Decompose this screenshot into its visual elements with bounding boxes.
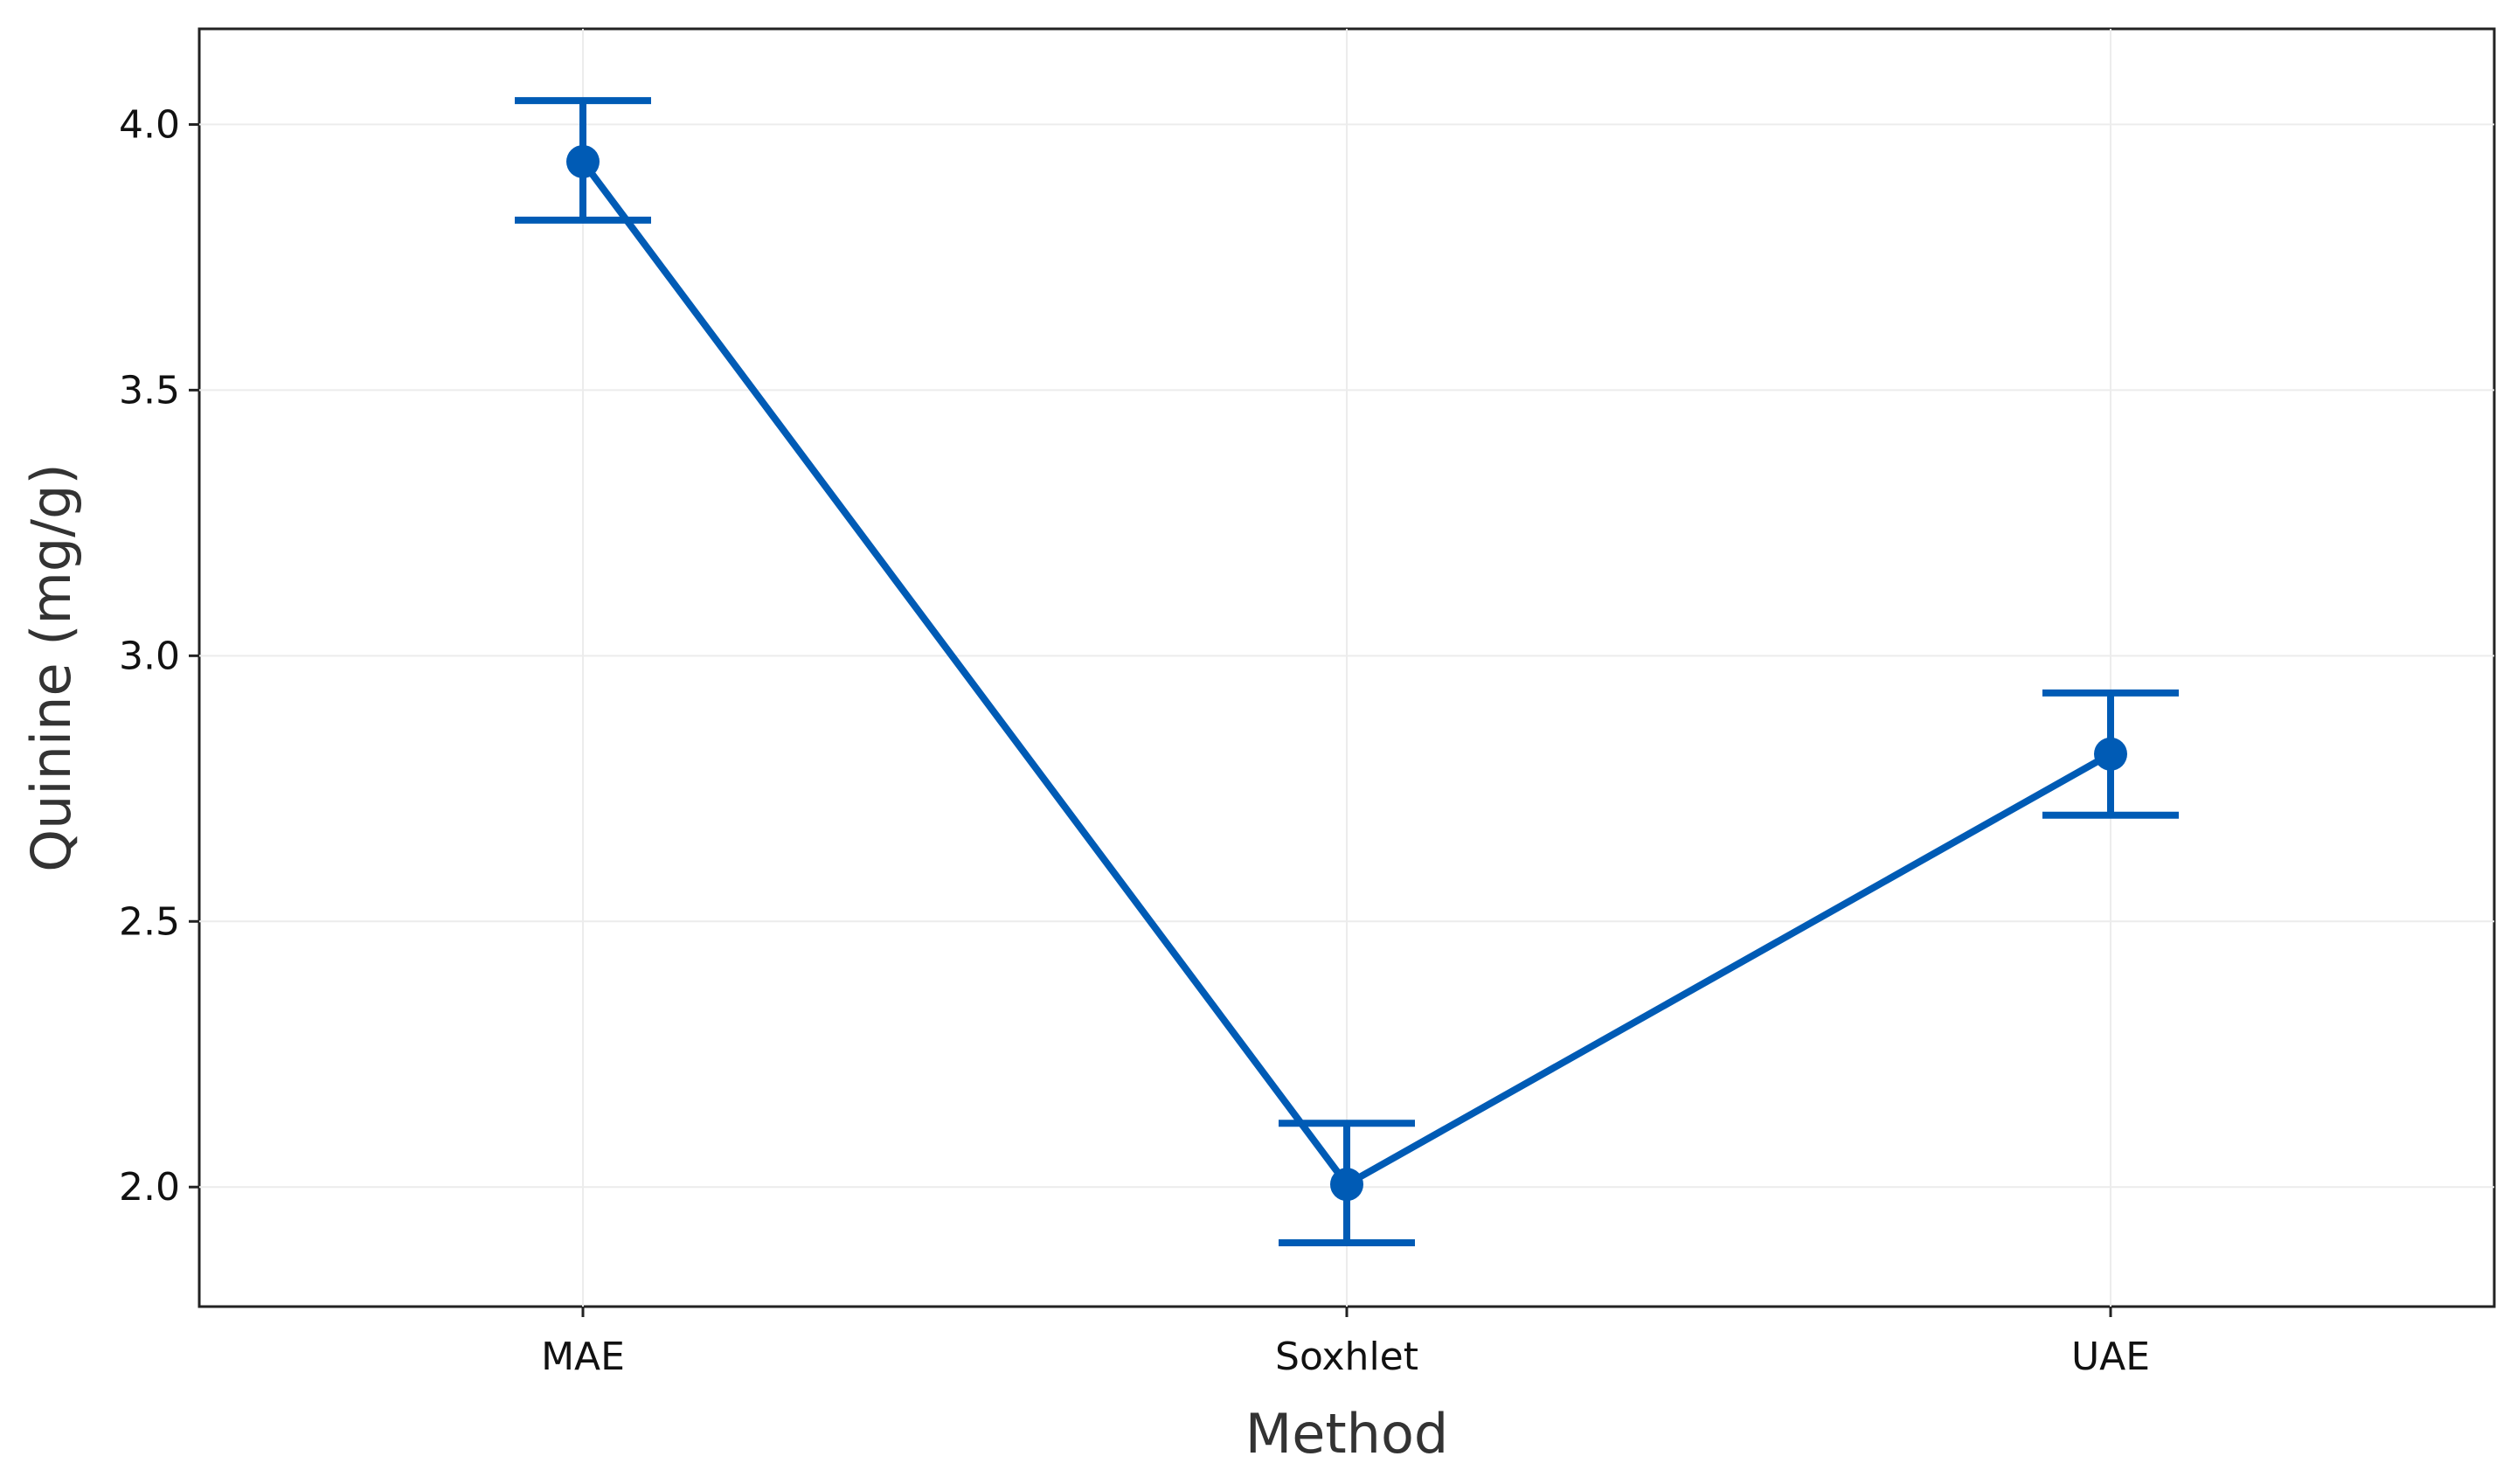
- y-tick-label: 3.5: [119, 368, 180, 413]
- y-tick-label: 2.0: [119, 1165, 180, 1210]
- x-gridlines: [582, 29, 2111, 1307]
- data-point: [1330, 1168, 1363, 1202]
- x-tick-label: UAE: [2071, 1335, 2150, 1379]
- y-axis-title: Quinine (mg/g): [19, 463, 83, 871]
- x-tick-label: MAE: [541, 1335, 625, 1379]
- data-point: [2094, 737, 2127, 771]
- y-tick-label: 3.0: [119, 634, 180, 678]
- x-axis-title: Method: [1245, 1402, 1449, 1466]
- series-group: [515, 97, 2179, 1247]
- y-axis-ticks: 2.0 2.5 3.0 3.5 4.0: [119, 102, 199, 1210]
- data-point: [566, 144, 600, 178]
- x-tick-label: Soxhlet: [1275, 1335, 1418, 1379]
- y-tick-label: 2.5: [119, 899, 180, 944]
- x-axis-ticks: MAE Soxhlet UAE: [541, 1307, 2150, 1379]
- y-tick-label: 4.0: [119, 102, 180, 147]
